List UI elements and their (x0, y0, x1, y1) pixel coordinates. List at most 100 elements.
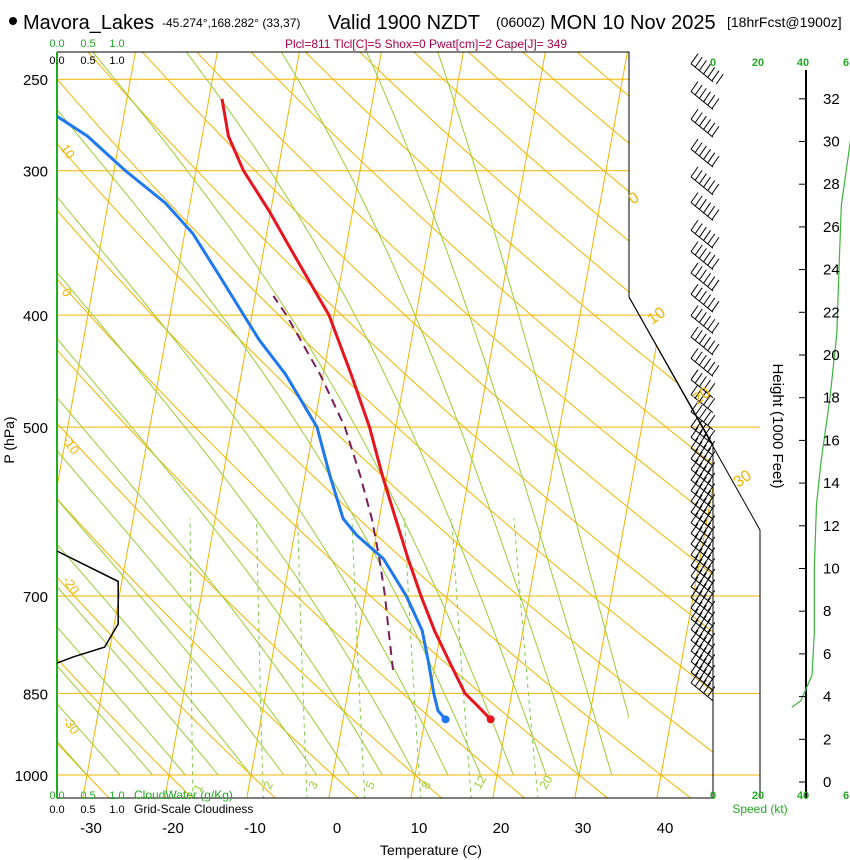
wind-barb-flag (698, 226, 707, 238)
wind-barb-flag (703, 447, 712, 459)
wind-barb (690, 629, 716, 659)
wind-barb-flag (703, 119, 712, 130)
x-tick-label: 20 (493, 820, 510, 837)
p-tick-label: 400 (23, 308, 48, 325)
x-tick-label: 0 (333, 820, 341, 837)
wind-barb-flag (703, 469, 712, 480)
x-tick-label: 10 (411, 820, 428, 837)
wind-barb-staff (690, 91, 714, 110)
height-tick-label: 16 (823, 432, 840, 449)
x-axis-title: Temperature (C) (380, 842, 482, 858)
wind-barb-flag (694, 351, 703, 363)
moist-adiabat-line (92, 52, 514, 776)
mixing-ratio-line (351, 518, 366, 798)
wind-barb (690, 608, 716, 638)
wind-barb (690, 427, 716, 456)
dry-adiabat-line (57, 52, 527, 798)
wind-barb (690, 416, 716, 446)
mixing-ratio-label: 5 (362, 778, 378, 791)
date-label: MON 10 Nov 2025 (550, 12, 716, 34)
wind-barb-flag (698, 476, 707, 488)
wind-barb-flag (703, 272, 712, 284)
station-coords: -45.274°,168.282° (33,37) (162, 16, 300, 30)
wind-barb-flag (690, 523, 699, 534)
wind-barb-flag (690, 192, 699, 203)
wind-barb-flag (703, 522, 712, 534)
wind-barb-flag (698, 487, 707, 498)
speed-tick-label: 40 (797, 790, 809, 802)
height-axis-title: Height (1000 Feet) (769, 363, 786, 488)
wind-barb-flag (707, 415, 716, 426)
wind-barb-flag (698, 376, 707, 387)
wind-panel (690, 53, 850, 708)
wind-barb-flag (694, 387, 703, 399)
wind-barb-flag (703, 202, 712, 213)
wind-barb-flag (707, 383, 716, 394)
wind-barb-flag (698, 145, 707, 157)
wind-barb-staff (690, 411, 714, 431)
wind-barb-flag (698, 248, 707, 259)
isotherm-line (656, 52, 713, 798)
wind-barb-flag (690, 262, 699, 274)
dry-adiabat-line (57, 52, 610, 798)
wind-barb-flag (690, 512, 699, 524)
cloud-water-tick-label: 0.0 (49, 790, 64, 802)
height-tick-label: 22 (823, 304, 840, 321)
moist-adiabat-line (185, 52, 547, 776)
wind-barb-flag (694, 266, 703, 277)
wind-barb-flag (707, 152, 716, 164)
wind-barb-flag (698, 593, 707, 605)
wind-barb-flag (698, 173, 707, 184)
wind-barb-flag (698, 497, 707, 509)
wind-barb (690, 448, 716, 478)
valid-label: Valid 1900 NZDT (328, 12, 480, 34)
wind-barb-flag (698, 465, 707, 477)
dry-adiabat-line (222, 52, 713, 798)
cloudiness-tick-label: 0.5 (80, 804, 95, 816)
wind-barb-flag (711, 155, 720, 167)
wind-barb (690, 138, 720, 168)
wind-barb-staff (690, 501, 714, 520)
dry-adiabat-label: 10 (58, 141, 79, 161)
wind-barb-staff (690, 629, 714, 648)
wind-barb-flag (707, 472, 716, 484)
wind-barb-flag (703, 176, 712, 188)
wind-barb-flag (694, 665, 703, 676)
wind-barb (690, 587, 716, 616)
wind-barb-staff (690, 586, 714, 606)
wind-panel-edge (628, 296, 761, 531)
wind-barb-flag (707, 494, 716, 505)
wind-barb-flag (698, 354, 707, 366)
wind-barb-flag (707, 654, 716, 665)
wind-barb-flag (703, 629, 712, 640)
wind-barb-flag (690, 241, 699, 252)
wind-barb-flag (690, 587, 699, 598)
wind-barb-flag (707, 361, 716, 373)
moist-adiabat-label: 30 (731, 467, 755, 491)
dry-adiabat-line (170, 52, 713, 798)
moist-adiabat-line (57, 626, 186, 776)
wind-barb-staff (690, 458, 714, 478)
wind-barb-flag (690, 448, 699, 459)
dry-adiabat-line (57, 52, 713, 798)
wind-barb-staff (690, 661, 714, 680)
wind-barb-flag (694, 654, 703, 666)
wind-barb-flag (694, 633, 703, 644)
wind-barb-flag (707, 67, 716, 78)
dry-adiabat-line (57, 52, 111, 798)
moist-adiabat-line (57, 450, 318, 776)
dry-adiabat-line (57, 52, 195, 798)
wind-barb-staff (690, 379, 714, 399)
moist-adiabat-line (57, 703, 121, 776)
p-tick-label: 700 (23, 589, 48, 606)
speed-tick-label: 20 (752, 790, 764, 802)
wind-barb (690, 597, 716, 627)
wind-barb-flag (711, 183, 720, 195)
wind-barb-staff (690, 394, 714, 414)
wind-barb-flag (694, 56, 703, 68)
wind-barb-flag (703, 565, 712, 576)
wind-barb-flag (690, 469, 699, 481)
mixing-ratio-line (451, 518, 472, 798)
mixing-ratio-label: 12 (470, 773, 489, 792)
wind-barb-flag (711, 236, 720, 248)
